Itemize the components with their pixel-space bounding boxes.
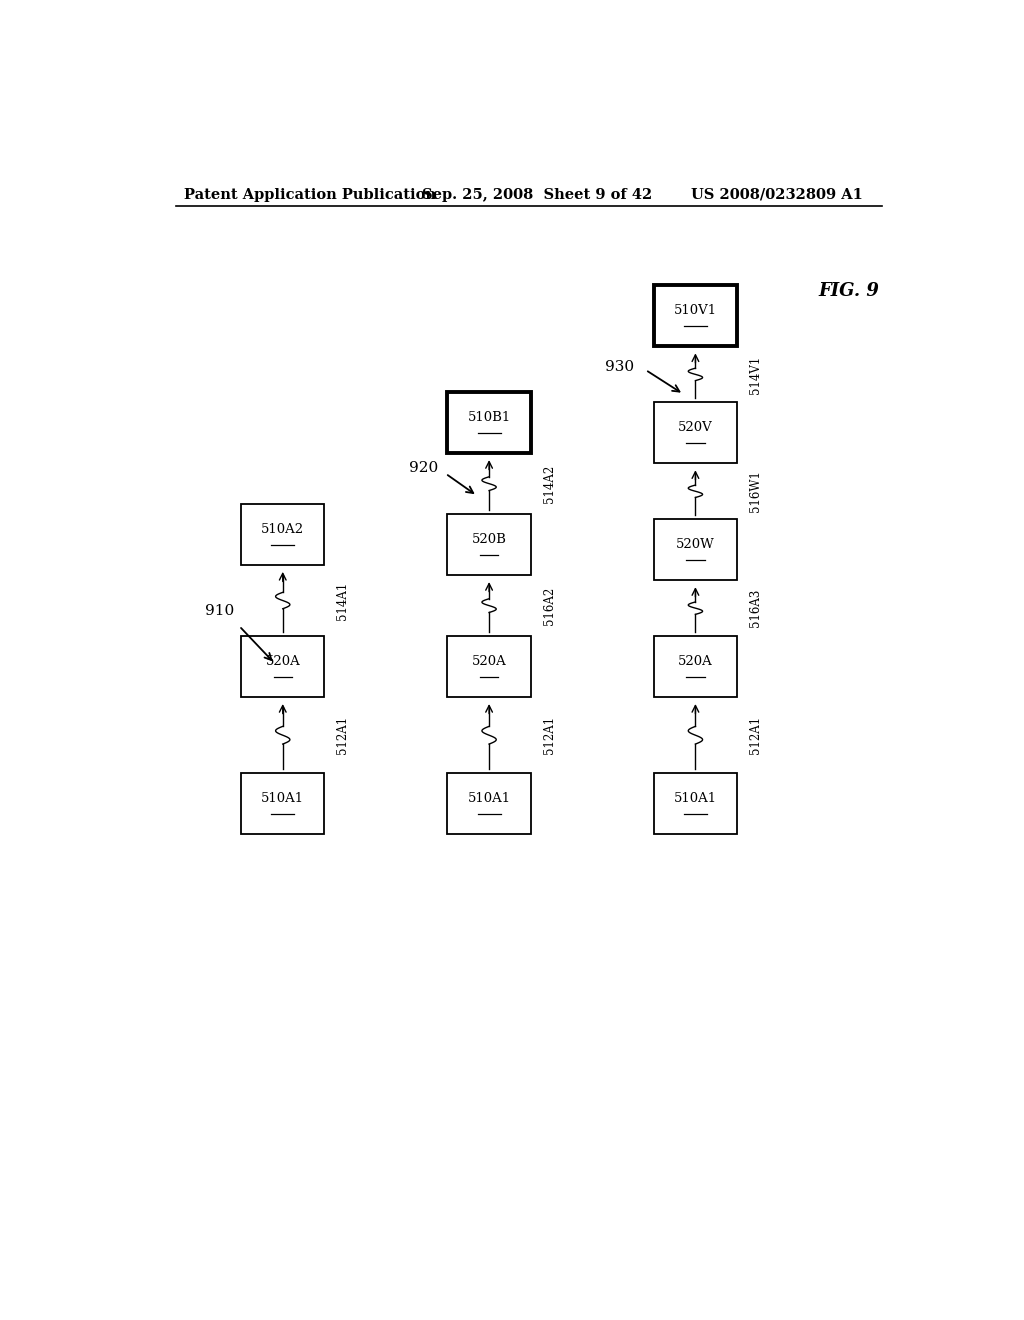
Text: 512A1: 512A1 (749, 717, 762, 754)
Text: Patent Application Publication: Patent Application Publication (183, 187, 435, 202)
Text: 930: 930 (605, 360, 635, 374)
Bar (447, 774, 530, 834)
Bar (241, 504, 325, 565)
Text: 516A3: 516A3 (749, 589, 762, 627)
Text: 510A1: 510A1 (261, 792, 304, 805)
Text: 516A2: 516A2 (543, 586, 556, 624)
Text: FIG. 9: FIG. 9 (818, 281, 880, 300)
Text: Sep. 25, 2008  Sheet 9 of 42: Sep. 25, 2008 Sheet 9 of 42 (422, 187, 652, 202)
Bar (653, 636, 737, 697)
Text: 510B1: 510B1 (468, 411, 511, 424)
Text: 520A: 520A (678, 655, 713, 668)
Text: 512A1: 512A1 (336, 717, 349, 754)
Text: 520V: 520V (678, 421, 713, 434)
Text: 514A2: 514A2 (543, 465, 556, 503)
Text: 520B: 520B (472, 533, 507, 546)
Text: 516W1: 516W1 (749, 470, 762, 512)
Text: US 2008/0232809 A1: US 2008/0232809 A1 (691, 187, 863, 202)
Text: 512A1: 512A1 (543, 717, 556, 754)
Text: 514A1: 514A1 (336, 581, 349, 619)
Text: 520W: 520W (676, 539, 715, 552)
Text: 520A: 520A (265, 655, 300, 668)
Text: 910: 910 (205, 603, 233, 618)
Bar (447, 392, 530, 453)
Bar (653, 403, 737, 463)
Text: 520A: 520A (472, 655, 507, 668)
Text: 510A2: 510A2 (261, 523, 304, 536)
Bar (241, 774, 325, 834)
Bar (241, 636, 325, 697)
Text: 510V1: 510V1 (674, 305, 717, 317)
Text: 510A1: 510A1 (674, 792, 717, 805)
Text: 514V1: 514V1 (749, 355, 762, 393)
Bar (447, 636, 530, 697)
Text: 510A1: 510A1 (468, 792, 511, 805)
Bar (653, 774, 737, 834)
Bar (653, 519, 737, 581)
Bar (447, 515, 530, 576)
Text: 920: 920 (409, 462, 438, 475)
Bar (653, 285, 737, 346)
